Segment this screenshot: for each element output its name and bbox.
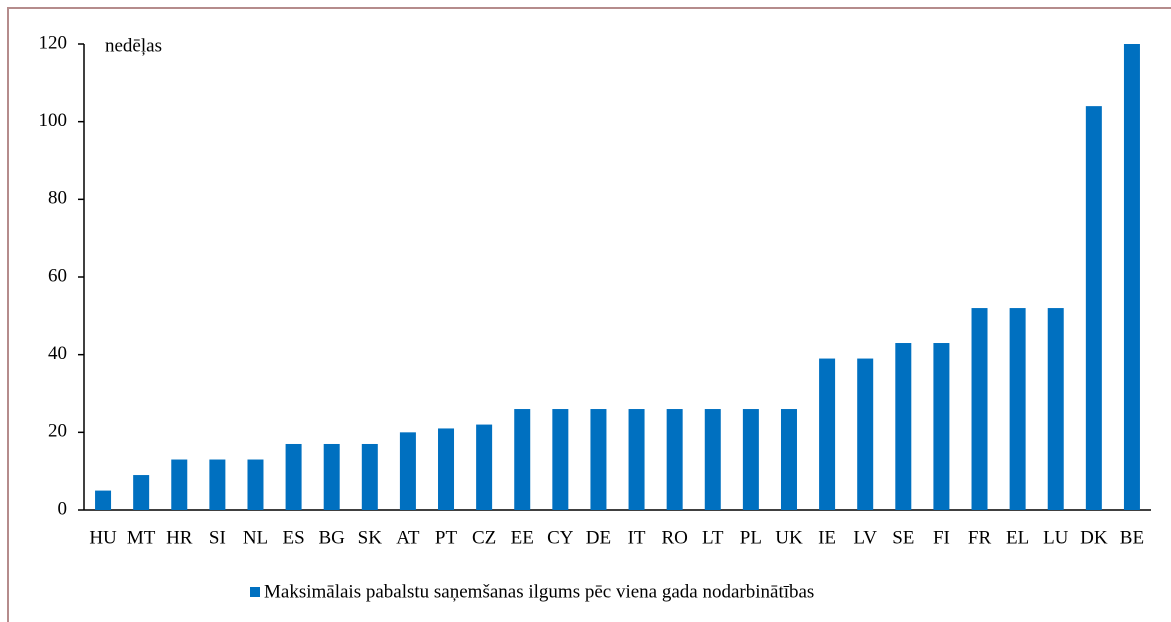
bar bbox=[1047, 308, 1064, 510]
x-tick-label: UK bbox=[775, 527, 803, 548]
bar bbox=[895, 343, 912, 510]
x-tick-label: HR bbox=[166, 527, 193, 548]
x-tick-label: CZ bbox=[472, 527, 496, 548]
bar bbox=[590, 409, 607, 510]
bar bbox=[247, 459, 264, 510]
bar bbox=[323, 443, 340, 510]
bar bbox=[514, 409, 531, 510]
x-tick-label: IE bbox=[818, 527, 836, 548]
bar bbox=[361, 443, 378, 510]
x-tick-label: EL bbox=[1006, 527, 1029, 548]
y-tick-label: 80 bbox=[48, 188, 67, 209]
bar bbox=[628, 409, 645, 510]
bar bbox=[133, 475, 150, 510]
bar bbox=[95, 490, 112, 510]
x-tick-label: BG bbox=[318, 527, 345, 548]
bar bbox=[819, 358, 836, 510]
y-axis-label: nedēļas bbox=[105, 35, 162, 56]
x-tick-label: FR bbox=[968, 527, 992, 548]
bar bbox=[666, 409, 683, 510]
bar bbox=[704, 409, 721, 510]
frame bbox=[7, 7, 1171, 622]
x-tick-label: CY bbox=[547, 527, 574, 548]
x-tick-label: SK bbox=[358, 527, 383, 548]
x-tick-label: AT bbox=[396, 527, 420, 548]
x-tick-label: ES bbox=[282, 527, 304, 548]
x-tick-label: DE bbox=[586, 527, 611, 548]
x-tick-label: MT bbox=[127, 527, 156, 548]
bar bbox=[742, 409, 759, 510]
y-tick-label: 120 bbox=[39, 32, 68, 53]
bar bbox=[438, 428, 455, 510]
x-tick-label: DK bbox=[1080, 527, 1108, 548]
bar bbox=[1009, 308, 1026, 510]
bar bbox=[1123, 44, 1140, 510]
x-tick-label: BE bbox=[1120, 527, 1144, 548]
bar bbox=[971, 308, 988, 510]
x-tick-label: FI bbox=[933, 527, 950, 548]
bar bbox=[476, 424, 493, 510]
x-tick-label: LT bbox=[702, 527, 724, 548]
y-tick-label: 0 bbox=[58, 498, 68, 519]
x-tick-label: SE bbox=[892, 527, 914, 548]
x-tick-label: HU bbox=[89, 527, 117, 548]
bar bbox=[933, 343, 950, 510]
bar bbox=[285, 443, 302, 510]
x-tick-label: LV bbox=[853, 527, 877, 548]
bar bbox=[1085, 106, 1102, 510]
legend-swatch bbox=[250, 587, 260, 597]
bar bbox=[857, 358, 874, 510]
bar bbox=[780, 409, 797, 510]
bar bbox=[171, 459, 188, 510]
x-tick-label: LU bbox=[1043, 527, 1069, 548]
bar bbox=[209, 459, 226, 510]
y-tick-label: 20 bbox=[48, 421, 67, 442]
x-tick-label: NL bbox=[243, 527, 268, 548]
y-tick-label: 100 bbox=[39, 110, 68, 131]
y-tick-label: 40 bbox=[48, 343, 67, 364]
x-tick-label: RO bbox=[661, 527, 687, 548]
x-tick-label: IT bbox=[628, 527, 646, 548]
x-tick-label: PL bbox=[740, 527, 762, 548]
x-tick-label: EE bbox=[511, 527, 534, 548]
bar bbox=[552, 409, 569, 510]
x-tick-label: SI bbox=[209, 527, 226, 548]
x-tick-label: PT bbox=[435, 527, 458, 548]
legend-label: Maksimālais pabalstu saņemšanas ilgums p… bbox=[264, 581, 814, 602]
bar bbox=[399, 432, 416, 510]
y-tick-label: 60 bbox=[48, 265, 67, 286]
